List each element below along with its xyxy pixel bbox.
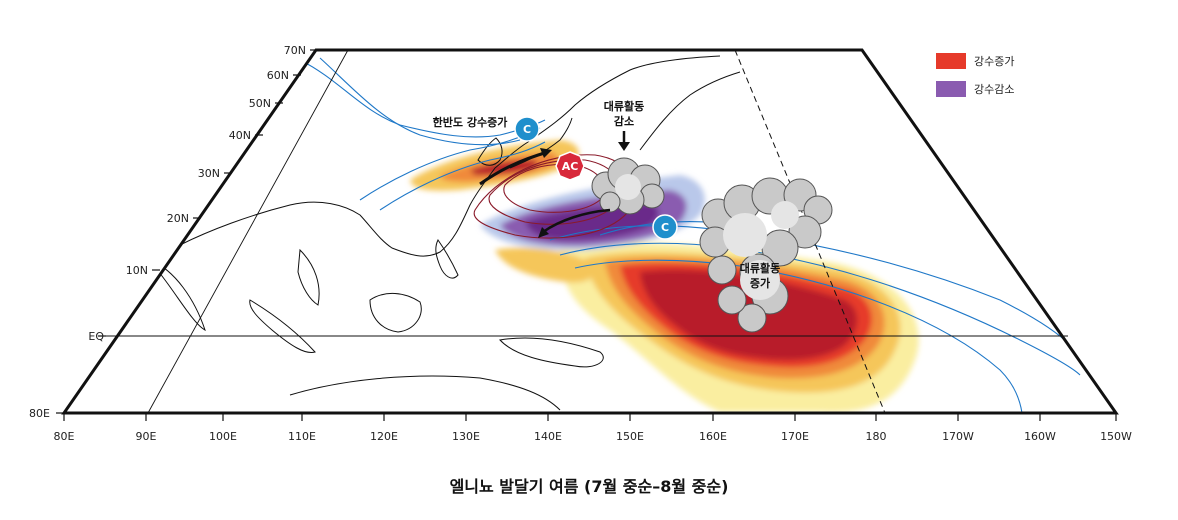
- lon-label-80e: 80E: [54, 430, 75, 443]
- lon-label-170w: 170W: [942, 430, 974, 443]
- lat-label-80e: 80E: [29, 407, 50, 420]
- lon-label-140e: 140E: [534, 430, 562, 443]
- asia-coastline: [179, 55, 721, 257]
- lat-label-eq: EQ: [88, 330, 104, 343]
- indochina-coastline: [297, 248, 320, 306]
- cyclone-marker-north: C: [514, 116, 540, 142]
- cloud-convection-decrease: [591, 157, 665, 215]
- new-guinea-coastline: [498, 337, 604, 368]
- lon-label-150e: 150E: [616, 430, 644, 443]
- lat-label-70n: 70N: [284, 44, 306, 57]
- sumatra-coastline: [249, 299, 316, 354]
- anticyclone-marker: AC: [555, 151, 585, 181]
- flow-arrows: [479, 131, 630, 238]
- australia-coastline: [289, 375, 561, 411]
- lon-label-120e: 120E: [370, 430, 398, 443]
- map-caption: 엘니뇨 발달기 여름 (7월 중순–8월 중순): [449, 477, 729, 496]
- philippines-coastline: [435, 239, 459, 279]
- legend-label-increase: 강수증가: [974, 55, 1015, 68]
- borneo-coastline: [369, 293, 422, 333]
- lon-label-130e: 130E: [452, 430, 480, 443]
- westward-flow-arrow: [542, 208, 611, 234]
- lat-label-50n: 50N: [249, 97, 271, 110]
- legend: 강수증가 강수감소: [936, 50, 1014, 106]
- lon-label-160w: 160W: [1024, 430, 1056, 443]
- meridian-line: [147, 49, 349, 414]
- monsoon-flow-arrow: [479, 150, 549, 186]
- lon-label-110e: 110E: [288, 430, 316, 443]
- kamchatka-coastline: [639, 71, 741, 151]
- westward-flow-arrowhead: [538, 227, 549, 238]
- lon-label-100e: 100E: [209, 430, 237, 443]
- lat-label-10n: 10N: [126, 264, 148, 277]
- lon-label-160e: 160E: [699, 430, 727, 443]
- lat-label-40n: 40N: [229, 129, 251, 142]
- contour-north-4: [379, 141, 546, 211]
- cyclone-marker-south: C: [652, 214, 678, 240]
- lon-label-150w: 150W: [1100, 430, 1132, 443]
- contour-south-2: [559, 242, 1081, 376]
- monsoon-flow-arrowhead: [540, 148, 552, 158]
- lon-label-170e: 170E: [781, 430, 809, 443]
- lat-label-30n: 30N: [198, 167, 220, 180]
- dateline: [734, 49, 886, 414]
- cyclone-south-label: C: [661, 221, 669, 234]
- contour-north-2: [319, 57, 521, 146]
- legend-label-decrease: 강수감소: [974, 83, 1015, 96]
- lon-label-90e: 90E: [136, 430, 157, 443]
- longitude-axis: 80E 90E 100E 110E 120E 130E 140E 150E 16…: [54, 413, 1132, 443]
- cyclone-north-label: C: [523, 123, 531, 136]
- cloud-convection-increase: [699, 177, 833, 333]
- lat-label-60n: 60N: [267, 69, 289, 82]
- korea-increase-label: 한반도 강수증가: [433, 115, 508, 129]
- contour-south-3: [574, 259, 1023, 413]
- subsidence-arrowhead: [618, 142, 630, 151]
- convection-decrease-label-1: 대류활동: [604, 99, 644, 113]
- contour-north-1: [299, 59, 546, 138]
- india-coastline: [148, 258, 206, 331]
- legend-item-decrease: 강수감소: [936, 78, 1014, 100]
- lon-label-180: 180: [866, 430, 887, 443]
- contour-south-1: [549, 225, 1071, 346]
- coastlines: [148, 55, 741, 411]
- convection-decrease-label-2: 감소: [614, 114, 634, 128]
- lat-label-20n: 20N: [167, 212, 189, 225]
- map-grid: [104, 49, 1068, 414]
- anticyclone-label: AC: [562, 160, 579, 173]
- legend-item-increase: 강수증가: [936, 50, 1014, 72]
- legend-swatch-decrease: [936, 81, 966, 97]
- convection-increase-label-2: 증가: [750, 276, 770, 290]
- legend-swatch-increase: [936, 53, 966, 69]
- latitude-axis: 70N 60N 50N 40N 30N 20N 10N EQ 80E: [29, 44, 318, 420]
- precip-increase-west: [495, 247, 594, 283]
- convection-increase-label-1: 대류활동: [740, 261, 780, 275]
